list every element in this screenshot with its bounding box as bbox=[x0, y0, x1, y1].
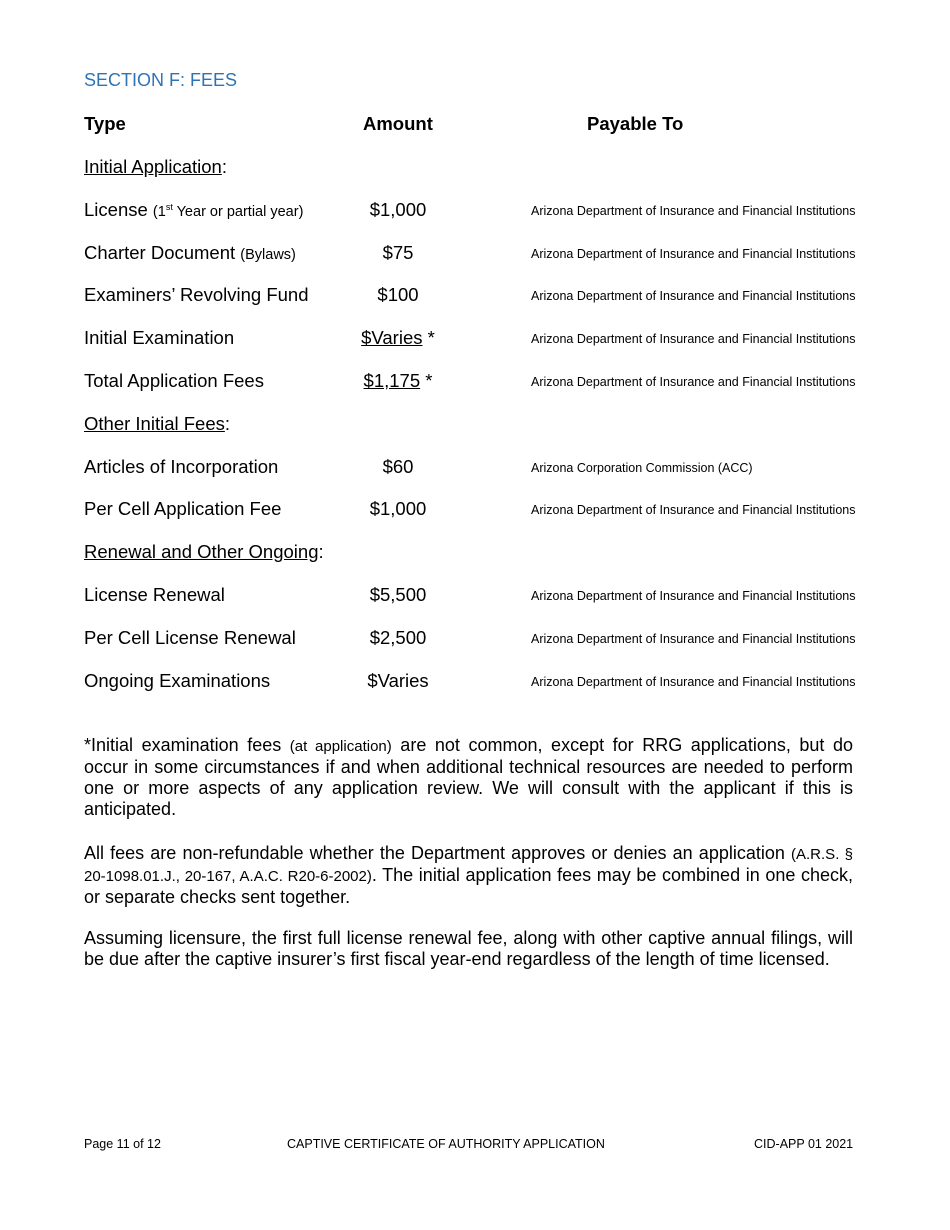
fee-amount: $Varies * bbox=[361, 327, 435, 349]
fee-amount: $1,000 bbox=[369, 198, 427, 220]
fee-payable-to: Arizona Department of Insurance and Fina… bbox=[531, 375, 856, 389]
fee-amount: $1,000 bbox=[369, 498, 427, 520]
fee-row: License (1st Year or partial year) $1,00… bbox=[0, 199, 950, 223]
fee-type: Per Cell Application Fee bbox=[84, 498, 282, 520]
fee-amount: $75 bbox=[382, 241, 414, 263]
fee-type: Ongoing Examinations bbox=[84, 669, 271, 691]
fee-type: License Renewal bbox=[84, 584, 225, 605]
paragraph-non-refundable: All fees are non-refundable whether the … bbox=[84, 843, 853, 907]
header-type: Type bbox=[84, 113, 126, 134]
fee-payable-to: Arizona Department of Insurance and Fina… bbox=[531, 289, 856, 304]
footer-form-id: CID-APP 01 2021 bbox=[754, 1137, 854, 1151]
fee-row: Per Cell License Renewal $2,500 Arizona … bbox=[0, 627, 950, 651]
fee-payable-to: Arizona Department of Insurance and Fina… bbox=[531, 503, 856, 518]
fee-payable-to: Arizona Department of Insurance and Fina… bbox=[531, 674, 856, 689]
fee-payable-to: Arizona Department of Insurance and Fina… bbox=[531, 589, 856, 603]
section-heading-row: Other Initial Fees: bbox=[0, 413, 950, 437]
footer-form-title: CAPTIVE CERTIFICATE OF AUTHORITY APPLICA… bbox=[287, 1137, 605, 1151]
fee-type: Charter Document (Bylaws) bbox=[84, 241, 296, 263]
fee-payable-to: Arizona Corporation Commission (ACC) bbox=[531, 460, 753, 475]
fee-row: Examiners’ Revolving Fund $100 Arizona D… bbox=[0, 284, 950, 308]
fee-amount: $60 bbox=[382, 455, 414, 477]
fee-row: Total Application Fees $1,175 * Arizona … bbox=[0, 370, 950, 394]
fee-type: Articles of Incorporation bbox=[84, 455, 279, 477]
section-heading: Other Initial Fees: bbox=[84, 412, 231, 434]
section-heading-row: Initial Application: bbox=[0, 156, 950, 180]
fee-row: Articles of Incorporation $60 Arizona Co… bbox=[0, 456, 950, 480]
fee-row: License Renewal $5,500 Arizona Departmen… bbox=[0, 584, 950, 608]
section-heading: Initial Application: bbox=[84, 156, 227, 177]
fee-row: Initial Examination $Varies * Arizona De… bbox=[0, 327, 950, 351]
header-payable-to: Payable To bbox=[587, 113, 684, 134]
fee-type: Initial Examination bbox=[84, 327, 235, 349]
fee-row: Per Cell Application Fee $1,000 Arizona … bbox=[0, 498, 950, 522]
section-heading: Renewal and Other Ongoing: bbox=[84, 541, 324, 563]
fee-amount: $Varies bbox=[367, 669, 429, 691]
paragraph-renewal: Assuming licensure, the first full licen… bbox=[84, 928, 853, 969]
section-heading-row: Renewal and Other Ongoing: bbox=[0, 541, 950, 565]
fee-type: Per Cell License Renewal bbox=[84, 626, 296, 648]
footer-page-number: Page 11 of 12 bbox=[84, 1137, 161, 1151]
fee-row: Ongoing Examinations $Varies Arizona Dep… bbox=[0, 670, 950, 694]
fee-amount: $100 bbox=[377, 284, 419, 306]
fee-amount: $2,500 bbox=[369, 626, 427, 648]
fee-amount: $1,175 * bbox=[363, 370, 433, 391]
paragraph-initial-exam: *Initial examination fees (at applicatio… bbox=[84, 735, 854, 819]
fee-type: License (1st Year or partial year) bbox=[84, 198, 304, 220]
section-title: SECTION F: FEES bbox=[84, 70, 238, 90]
fee-payable-to: Arizona Department of Insurance and Fina… bbox=[531, 332, 856, 347]
fee-amount: $5,500 bbox=[369, 584, 427, 605]
header-amount: Amount bbox=[363, 113, 433, 134]
fee-type: Total Application Fees bbox=[84, 370, 264, 391]
fee-type: Examiners’ Revolving Fund bbox=[84, 284, 309, 306]
fee-row: Charter Document (Bylaws) $75 Arizona De… bbox=[0, 242, 950, 266]
fee-payable-to: Arizona Department of Insurance and Fina… bbox=[531, 203, 856, 218]
fee-payable-to: Arizona Department of Insurance and Fina… bbox=[531, 631, 856, 646]
fee-payable-to: Arizona Department of Insurance and Fina… bbox=[531, 246, 856, 261]
